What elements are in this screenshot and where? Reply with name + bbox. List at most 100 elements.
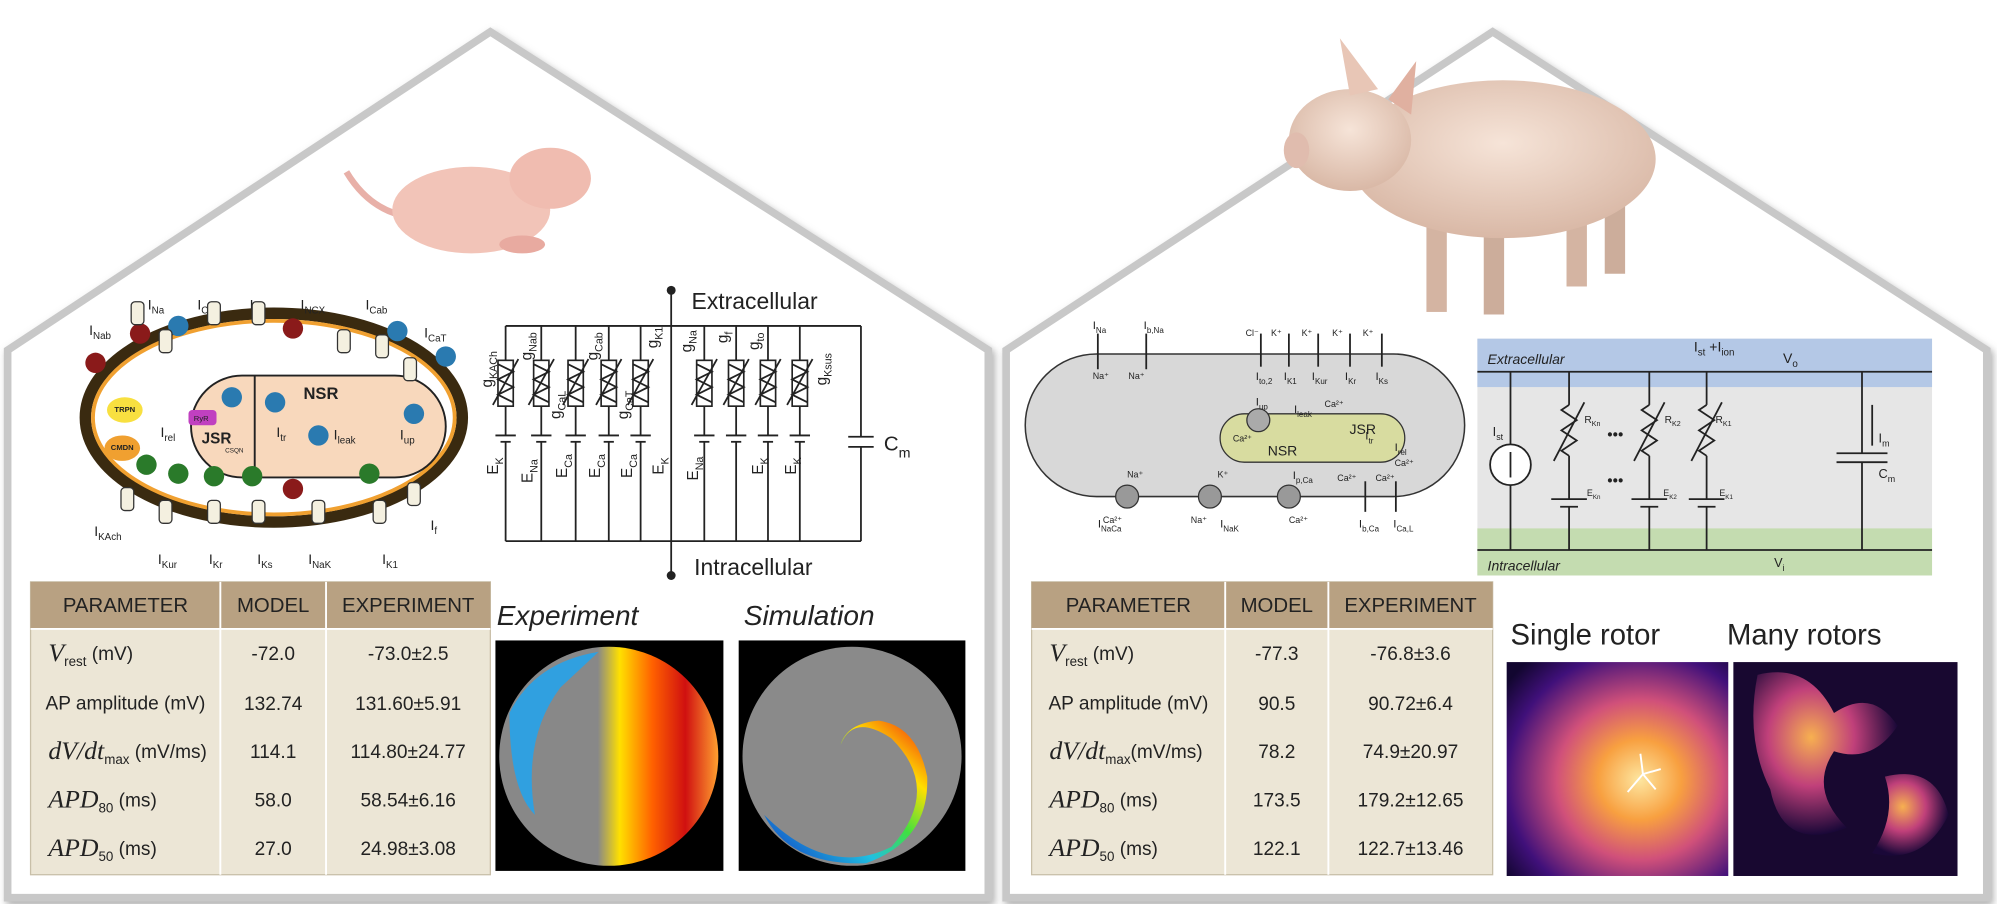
ion <box>136 454 157 475</box>
label-subscript: Na <box>694 457 706 471</box>
pig-ear <box>1339 38 1379 96</box>
label-text: V <box>1049 638 1068 667</box>
compartment-label: JSR <box>202 430 232 447</box>
label-subscript: Kn <box>1592 420 1601 428</box>
channel <box>375 334 390 359</box>
label-text: I <box>160 424 164 440</box>
label-text: I <box>1375 371 1378 383</box>
pig-leg <box>1426 216 1447 312</box>
table-header-bg <box>1031 581 1493 629</box>
current-label: Irel <box>1395 442 1407 457</box>
label-subscript: Nab <box>527 332 539 352</box>
extracellular-band <box>1477 338 1933 388</box>
label-text: I <box>430 517 434 533</box>
label-text: (mV/ms) <box>129 742 206 763</box>
mouse-head <box>509 147 591 209</box>
label-text: I <box>400 426 404 442</box>
variable-arrow <box>562 358 590 406</box>
ryr <box>188 409 217 426</box>
label-text: I <box>1879 431 1883 446</box>
label-text: I <box>1256 371 1259 383</box>
circuit-bottom-label: Intracellular <box>1488 557 1562 573</box>
label-subscript: Na <box>152 306 165 317</box>
mouse-leg <box>499 235 546 254</box>
label-text: g <box>548 410 565 418</box>
conductance-label: gNab <box>518 332 539 360</box>
label-text: I <box>1284 371 1287 383</box>
label-text: I <box>1220 519 1223 531</box>
circuit-label: ••• <box>1607 426 1623 443</box>
map-title: Experiment <box>497 600 640 631</box>
pig-head <box>1288 89 1412 191</box>
conductance-label: gf <box>714 332 735 343</box>
current-label: INaCa <box>1098 519 1122 534</box>
label-text: (ms) <box>1114 839 1157 860</box>
label-text: (ms) <box>1114 791 1157 812</box>
label-text: I <box>334 426 338 442</box>
label-subscript: CaL <box>556 391 568 411</box>
current-label: Itr <box>276 424 287 444</box>
channel <box>158 499 173 524</box>
exchanger <box>1115 484 1140 509</box>
label-subscript: K <box>792 456 804 464</box>
reversal-label: ECa <box>587 454 608 478</box>
label-text: E <box>1587 488 1593 498</box>
trpn-blob <box>106 397 143 423</box>
current-label: IK1 <box>382 551 398 571</box>
current-label: IKur <box>158 551 178 571</box>
label-text: I <box>301 296 305 312</box>
label-subscript: Kr <box>1348 377 1356 386</box>
table-cell: 122.1 <box>1253 839 1301 860</box>
label-subscript: to <box>755 332 767 341</box>
label-subscript: Na <box>1096 326 1107 335</box>
circuit-label: EK2 <box>1663 488 1677 501</box>
label-text: dV/dt <box>1049 736 1106 765</box>
label-text: (mV) <box>86 644 133 665</box>
channel <box>251 499 266 524</box>
label-text: ••• <box>1607 472 1623 489</box>
variable-arrow <box>1633 401 1666 462</box>
ion-label: K⁺ <box>1332 328 1343 338</box>
label-text: I <box>1359 519 1362 531</box>
label-text: I <box>1493 424 1497 439</box>
table-cell: 58.0 <box>255 791 292 812</box>
current-label: ICa,L <box>1393 519 1414 534</box>
label-text: g <box>714 335 731 343</box>
label-text: g <box>644 340 661 348</box>
current-label: IKAch <box>94 523 121 543</box>
circuit-label: Ist <box>1493 424 1504 442</box>
label-text: ••• <box>1607 426 1623 443</box>
label-subscript: rel <box>1398 448 1407 457</box>
label-text: I <box>209 551 213 567</box>
label-text: I <box>94 523 98 539</box>
label-subscript: K1 <box>653 327 665 340</box>
cmdn-blob <box>104 435 141 461</box>
resistor-zigzag <box>1559 404 1579 457</box>
current-label: INa <box>148 296 165 316</box>
label-text: I <box>382 551 386 567</box>
reversal-label: EK <box>651 456 672 474</box>
ion-label: Ca²⁺ <box>1337 473 1356 483</box>
current-label: If <box>430 517 437 537</box>
label-subscript: K <box>494 456 506 464</box>
label-subscript: NaK <box>312 560 332 571</box>
channel <box>403 357 418 382</box>
label-text: I <box>89 322 93 338</box>
label-subscript: NaCa <box>1101 524 1122 533</box>
current-label: Itr <box>1365 431 1373 446</box>
label-text: I <box>250 296 254 312</box>
current-label: Ito,2 <box>1256 371 1273 386</box>
label-text: I <box>1293 470 1296 482</box>
channel <box>158 329 173 354</box>
label-text: I <box>1393 519 1396 531</box>
ion-label: K⁺ <box>1218 469 1229 479</box>
ion-label: Na⁺ <box>1191 515 1207 525</box>
label-text: E <box>1663 488 1669 498</box>
label-text: (ms) <box>113 839 156 860</box>
table-header-cell: EXPERIMENT <box>1344 595 1476 617</box>
table-param-cell: APD50 (ms) <box>1047 833 1157 864</box>
label-text: R <box>1665 415 1672 426</box>
table-cell: 90.5 <box>1258 694 1295 715</box>
label-text: g <box>585 352 602 360</box>
table-cell: 122.7±13.46 <box>1357 839 1463 860</box>
